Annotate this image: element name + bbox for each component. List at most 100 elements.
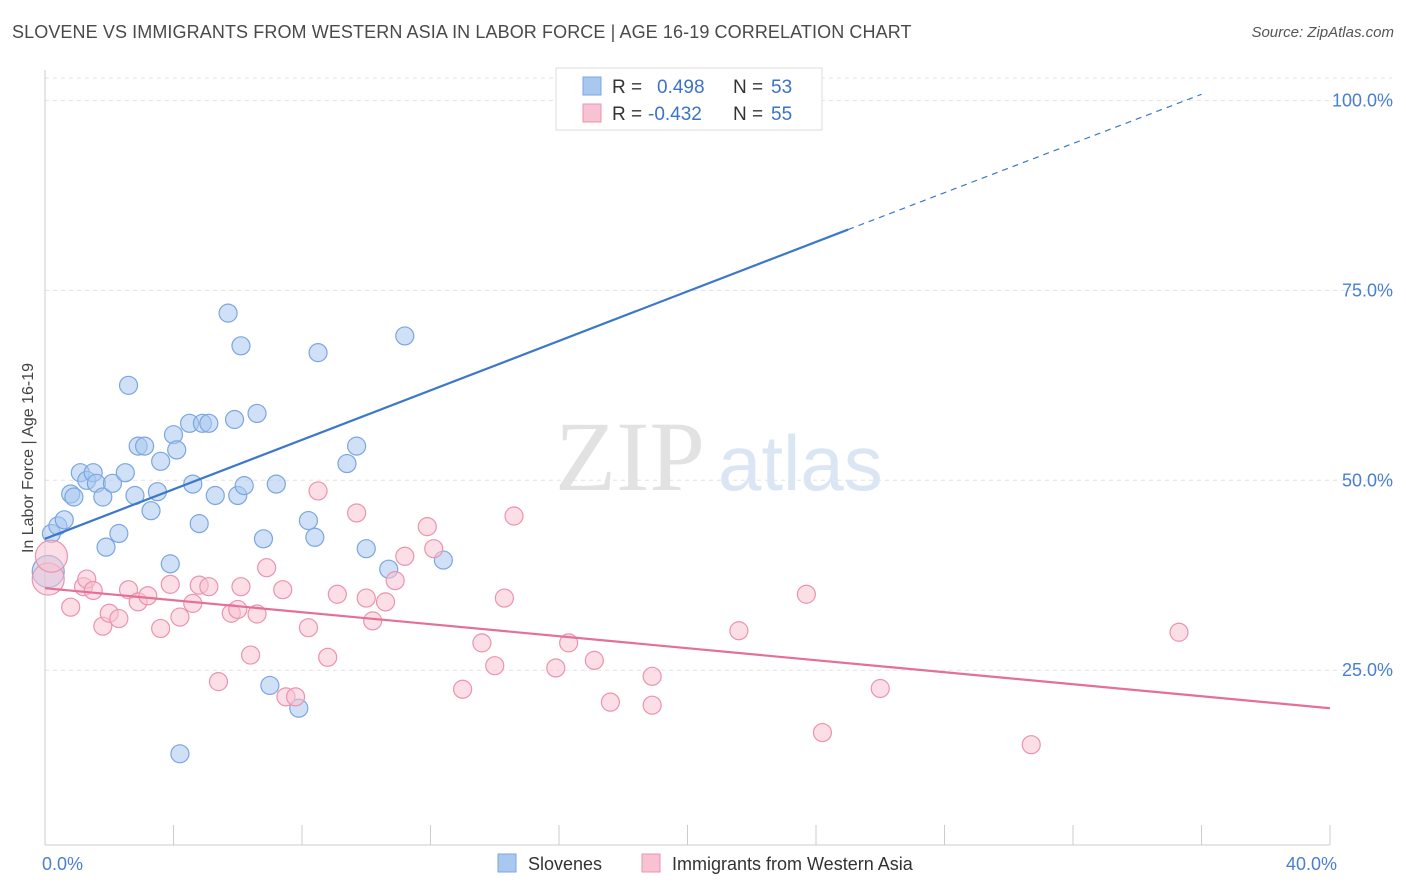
immigrants-point [385, 570, 405, 591]
legend-n-value: 55 [771, 104, 792, 125]
slovenes-point [199, 413, 219, 433]
slovenes-point [218, 303, 238, 323]
trend-lines [44, 93, 1331, 710]
immigrants-point [485, 656, 505, 676]
immigrants-point [375, 592, 396, 612]
legend-swatch-immigrants [582, 103, 602, 123]
immigrants-point [318, 647, 338, 667]
immigrants-point [504, 506, 524, 526]
immigrants-point [796, 584, 816, 604]
y-tick-label: 75.0% [1342, 280, 1393, 300]
immigrants-point [395, 546, 415, 566]
legend-label-slovenes: Slovenes [528, 854, 602, 874]
watermark-atlas: atlas [718, 419, 883, 507]
immigrants-point [247, 604, 267, 624]
immigrants-points [31, 481, 1189, 755]
immigrants-point [231, 577, 251, 597]
immigrants-point [600, 692, 621, 712]
slovenes-point [64, 487, 84, 507]
legend-n-label: N = [733, 77, 763, 98]
watermark: ZIP atlas [555, 401, 883, 512]
x-tick-label: 40.0% [1286, 854, 1337, 874]
immigrants-trend-line [44, 587, 1331, 710]
axes [44, 70, 1331, 846]
slovenes-point [356, 539, 376, 559]
chart-title: SLOVENE VS IMMIGRANTS FROM WESTERN ASIA … [12, 22, 912, 42]
immigrants-point [61, 597, 81, 617]
x-tick-label: 0.0% [42, 854, 83, 874]
immigrants-point [285, 687, 306, 707]
y-tick-label: 50.0% [1342, 470, 1393, 490]
slovenes-point [115, 463, 135, 483]
slovenes-point [93, 487, 113, 507]
immigrants-point [34, 539, 69, 573]
slovenes-point [102, 473, 123, 493]
immigrants-point [453, 679, 473, 699]
legend-r-label: R = [612, 77, 642, 98]
immigrants-point [417, 517, 437, 537]
legend-swatch-immigrants [641, 853, 661, 873]
immigrants-point [1169, 622, 1189, 642]
immigrants-point [199, 577, 219, 597]
slovenes-point [266, 474, 286, 494]
y-tick-label: 100.0% [1332, 90, 1393, 110]
slovenes-point [260, 675, 280, 696]
immigrants-point [327, 584, 347, 604]
slovenes-point [308, 343, 328, 363]
immigrants-point [308, 481, 328, 501]
immigrants-point [356, 588, 376, 608]
legend-r-value: -0.432 [648, 104, 702, 125]
slovenes-trend-extension [847, 93, 1202, 231]
slovenes-point [151, 451, 171, 471]
slovenes-point [170, 744, 190, 764]
y-tick-label: 25.0% [1342, 660, 1393, 680]
immigrants-point [170, 607, 190, 627]
immigrants-point [1021, 735, 1041, 755]
legend-label-immigrants: Immigrants from Western Asia [672, 854, 914, 874]
legend-r-label: R = [612, 104, 642, 125]
immigrants-point [298, 618, 319, 638]
chart-source: Source: ZipAtlas.com [1251, 24, 1394, 41]
immigrants-point [160, 574, 180, 594]
slovenes-point [224, 409, 245, 430]
legend-swatch-slovenes [497, 853, 517, 873]
slovenes-point [395, 326, 415, 346]
immigrants-point [870, 678, 890, 699]
immigrants-point [228, 599, 248, 620]
slovenes-point [205, 485, 225, 506]
slovenes-point [54, 510, 74, 530]
immigrants-point [208, 672, 229, 692]
immigrants-point [257, 558, 277, 578]
slovenes-point [298, 510, 319, 531]
slovenes-point [305, 527, 325, 547]
legend-n-label: N = [733, 104, 763, 125]
slovenes-point [141, 501, 161, 521]
slovenes-point [96, 537, 116, 557]
slovenes-point [234, 476, 254, 496]
watermark-zip: ZIP [555, 401, 705, 512]
legend-n-value: 53 [771, 77, 792, 98]
slovenes-point [253, 529, 274, 549]
immigrants-point [347, 503, 367, 523]
immigrants-point [812, 722, 833, 743]
immigrants-point [642, 666, 662, 686]
y-axis-title: In Labor Force | Age 16-19 [20, 363, 37, 553]
slovenes-point [189, 514, 209, 534]
immigrants-point [584, 650, 604, 670]
slovenes-point [160, 554, 180, 574]
slovenes-point [167, 440, 187, 460]
immigrants-point [241, 645, 261, 665]
slovenes-point [337, 453, 357, 474]
immigrants-point [494, 588, 514, 608]
immigrants-point [546, 658, 566, 678]
legend-bottom: Slovenes Immigrants from Western Asia [497, 853, 914, 874]
legend-swatch-slovenes [582, 76, 602, 96]
slovenes-trend-line [44, 228, 849, 540]
immigrants-point [729, 621, 749, 641]
immigrants-point [83, 580, 103, 601]
immigrants-point [273, 580, 293, 600]
immigrants-point [151, 618, 171, 639]
immigrants-point [109, 608, 129, 629]
slovenes-point [347, 436, 367, 456]
